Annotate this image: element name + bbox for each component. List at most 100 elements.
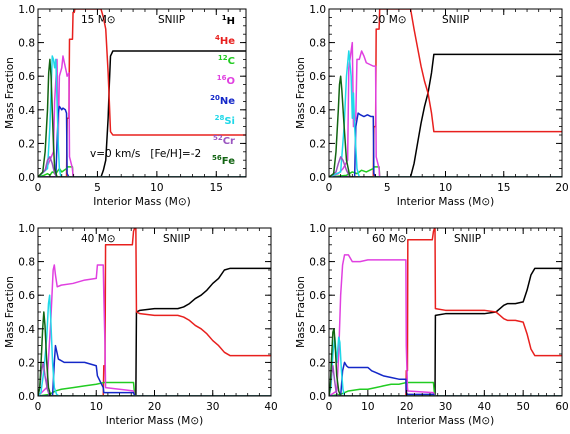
series-group (329, 9, 562, 177)
series-line-16O (329, 254, 562, 396)
y-tick-label: 0.6 (18, 290, 35, 302)
y-tick-label: 0.0 (309, 391, 326, 403)
y-tick-label: 0.2 (309, 138, 326, 150)
series-line-16O (38, 55, 246, 177)
series-line-16O (38, 264, 271, 396)
series-line-1H (38, 267, 271, 396)
y-axis-label: Mass Fraction (295, 57, 307, 129)
series-group (38, 9, 246, 177)
x-tick-label: 60 (555, 401, 568, 413)
series-line-56Fe (38, 58, 246, 177)
series-line-20Ne (38, 344, 271, 396)
legend-entry-Ne: 20Ne (210, 94, 235, 107)
x-tick-label: 10 (439, 182, 452, 194)
x-tick-label: 0 (35, 401, 42, 413)
y-tick-label: 0.8 (309, 38, 326, 50)
series-line-20Ne (329, 112, 562, 177)
y-tick-label: 0.6 (309, 290, 326, 302)
x-tick-label: 40 (478, 401, 491, 413)
series-line-4He (38, 9, 246, 177)
series-line-1H (38, 50, 246, 177)
y-tick-label: 0.8 (309, 257, 326, 269)
legend-entry-Fe: 56Fe (212, 154, 235, 167)
series-line-4He (329, 228, 562, 396)
x-tick-label: 50 (516, 401, 529, 413)
series-line-1H (329, 267, 562, 396)
panel-type-label: SNIIP (163, 233, 190, 245)
x-tick-label: 20 (555, 182, 568, 194)
series-line-28Si (329, 336, 562, 396)
y-tick-label: 0.0 (309, 172, 326, 184)
y-tick-label: 0.6 (309, 71, 326, 83)
legend-entry-He: 4He (215, 34, 235, 47)
y-tick-label: 1.0 (309, 4, 326, 16)
series-line-20Ne (329, 361, 562, 396)
x-axis-label: Interior Mass (M⊙) (397, 196, 494, 208)
series-line-12C (38, 166, 246, 177)
x-tick-label: 15 (497, 182, 510, 194)
x-tick-label: 5 (384, 182, 391, 194)
isotope-legend: 1H 4He 12C 16O 20Ne 28Si 52Cr 56Fe (210, 14, 235, 167)
series-line-28Si (38, 55, 246, 177)
panel-4: 0 10 20 30 40 50 60 0.0 0.2 0.4 0.6 0.8 1.0 Interior … (295, 223, 569, 427)
series-line-12C (329, 381, 562, 396)
y-tick-label: 0.4 (309, 105, 326, 117)
plot-frame (328, 227, 563, 397)
panel-mass-label: 40 M⊙ (81, 233, 116, 245)
y-tick-label: 0.6 (18, 71, 35, 83)
x-tick-label: 15 (210, 182, 223, 194)
panel-type-label: SNIIP (454, 233, 481, 245)
panel-1: 0 5 10 15 0.0 0.2 0.4 0.6 0.8 1.0 Interior Mass (M… (4, 4, 247, 208)
plot-frame (328, 8, 563, 178)
x-axis-label: Interior Mass (M⊙) (397, 415, 494, 427)
series-line-4He (329, 9, 562, 177)
series-line-56Fe (329, 328, 562, 396)
x-tick-label: 0 (326, 401, 333, 413)
y-tick-label: 0.2 (18, 138, 35, 150)
panel-type-label: SNIIP (442, 14, 469, 26)
y-tick-label: 0.0 (18, 172, 35, 184)
panel-mass-label: 20 M⊙ (372, 14, 407, 26)
y-axis-label: Mass Fraction (4, 57, 16, 129)
y-tick-label: 0.0 (18, 391, 35, 403)
series-line-56Fe (38, 311, 271, 396)
panel-3: 0 10 20 30 40 0.0 0.2 0.4 0.6 0.8 1.0 Interior Mass… (4, 223, 278, 427)
y-tick-label: 0.8 (18, 257, 35, 269)
y-axis-label: Mass Fraction (295, 276, 307, 348)
y-tick-label: 0.4 (18, 105, 35, 117)
x-tick-label: 30 (206, 401, 219, 413)
panel-mass-label: 15 M⊙ (81, 14, 116, 26)
series-line-12C (38, 381, 271, 396)
x-axis-label: Interior Mass (M⊙) (106, 415, 203, 427)
y-tick-label: 0.2 (309, 357, 326, 369)
legend-entry-O: 16O (217, 74, 235, 87)
y-tick-label: 1.0 (18, 4, 35, 16)
x-tick-label: 5 (94, 182, 101, 194)
legend-entry-Cr: 52Cr (213, 134, 235, 147)
x-tick-label: 10 (90, 401, 103, 413)
x-tick-label: 10 (361, 401, 374, 413)
legend-entry-H: 1H (222, 14, 235, 27)
series-line-16O (329, 41, 562, 177)
x-tick-label: 0 (326, 182, 333, 194)
series-line-56Fe (329, 75, 562, 177)
legend-entry-C: 12C (218, 54, 235, 67)
x-tick-label: 20 (400, 401, 413, 413)
y-tick-label: 0.4 (18, 324, 35, 336)
x-tick-label: 20 (148, 401, 161, 413)
x-tick-label: 10 (150, 182, 163, 194)
series-line-1H (329, 53, 562, 177)
x-axis-label: Interior Mass (M⊙) (93, 196, 190, 208)
legend-entry-Si: 28Si (215, 114, 235, 127)
x-tick-label: 30 (439, 401, 452, 413)
y-tick-label: 0.8 (18, 38, 35, 50)
y-tick-label: 1.0 (18, 223, 35, 235)
series-group (329, 228, 562, 396)
series-group (38, 228, 271, 396)
series-line-28Si (329, 50, 562, 177)
x-tick-label: 40 (264, 401, 277, 413)
x-tick-label: 0 (35, 182, 42, 194)
params-annotation: v=0 km/s [Fe/H]=-2 (90, 148, 201, 160)
panel-type-label: SNIIP (158, 14, 185, 26)
